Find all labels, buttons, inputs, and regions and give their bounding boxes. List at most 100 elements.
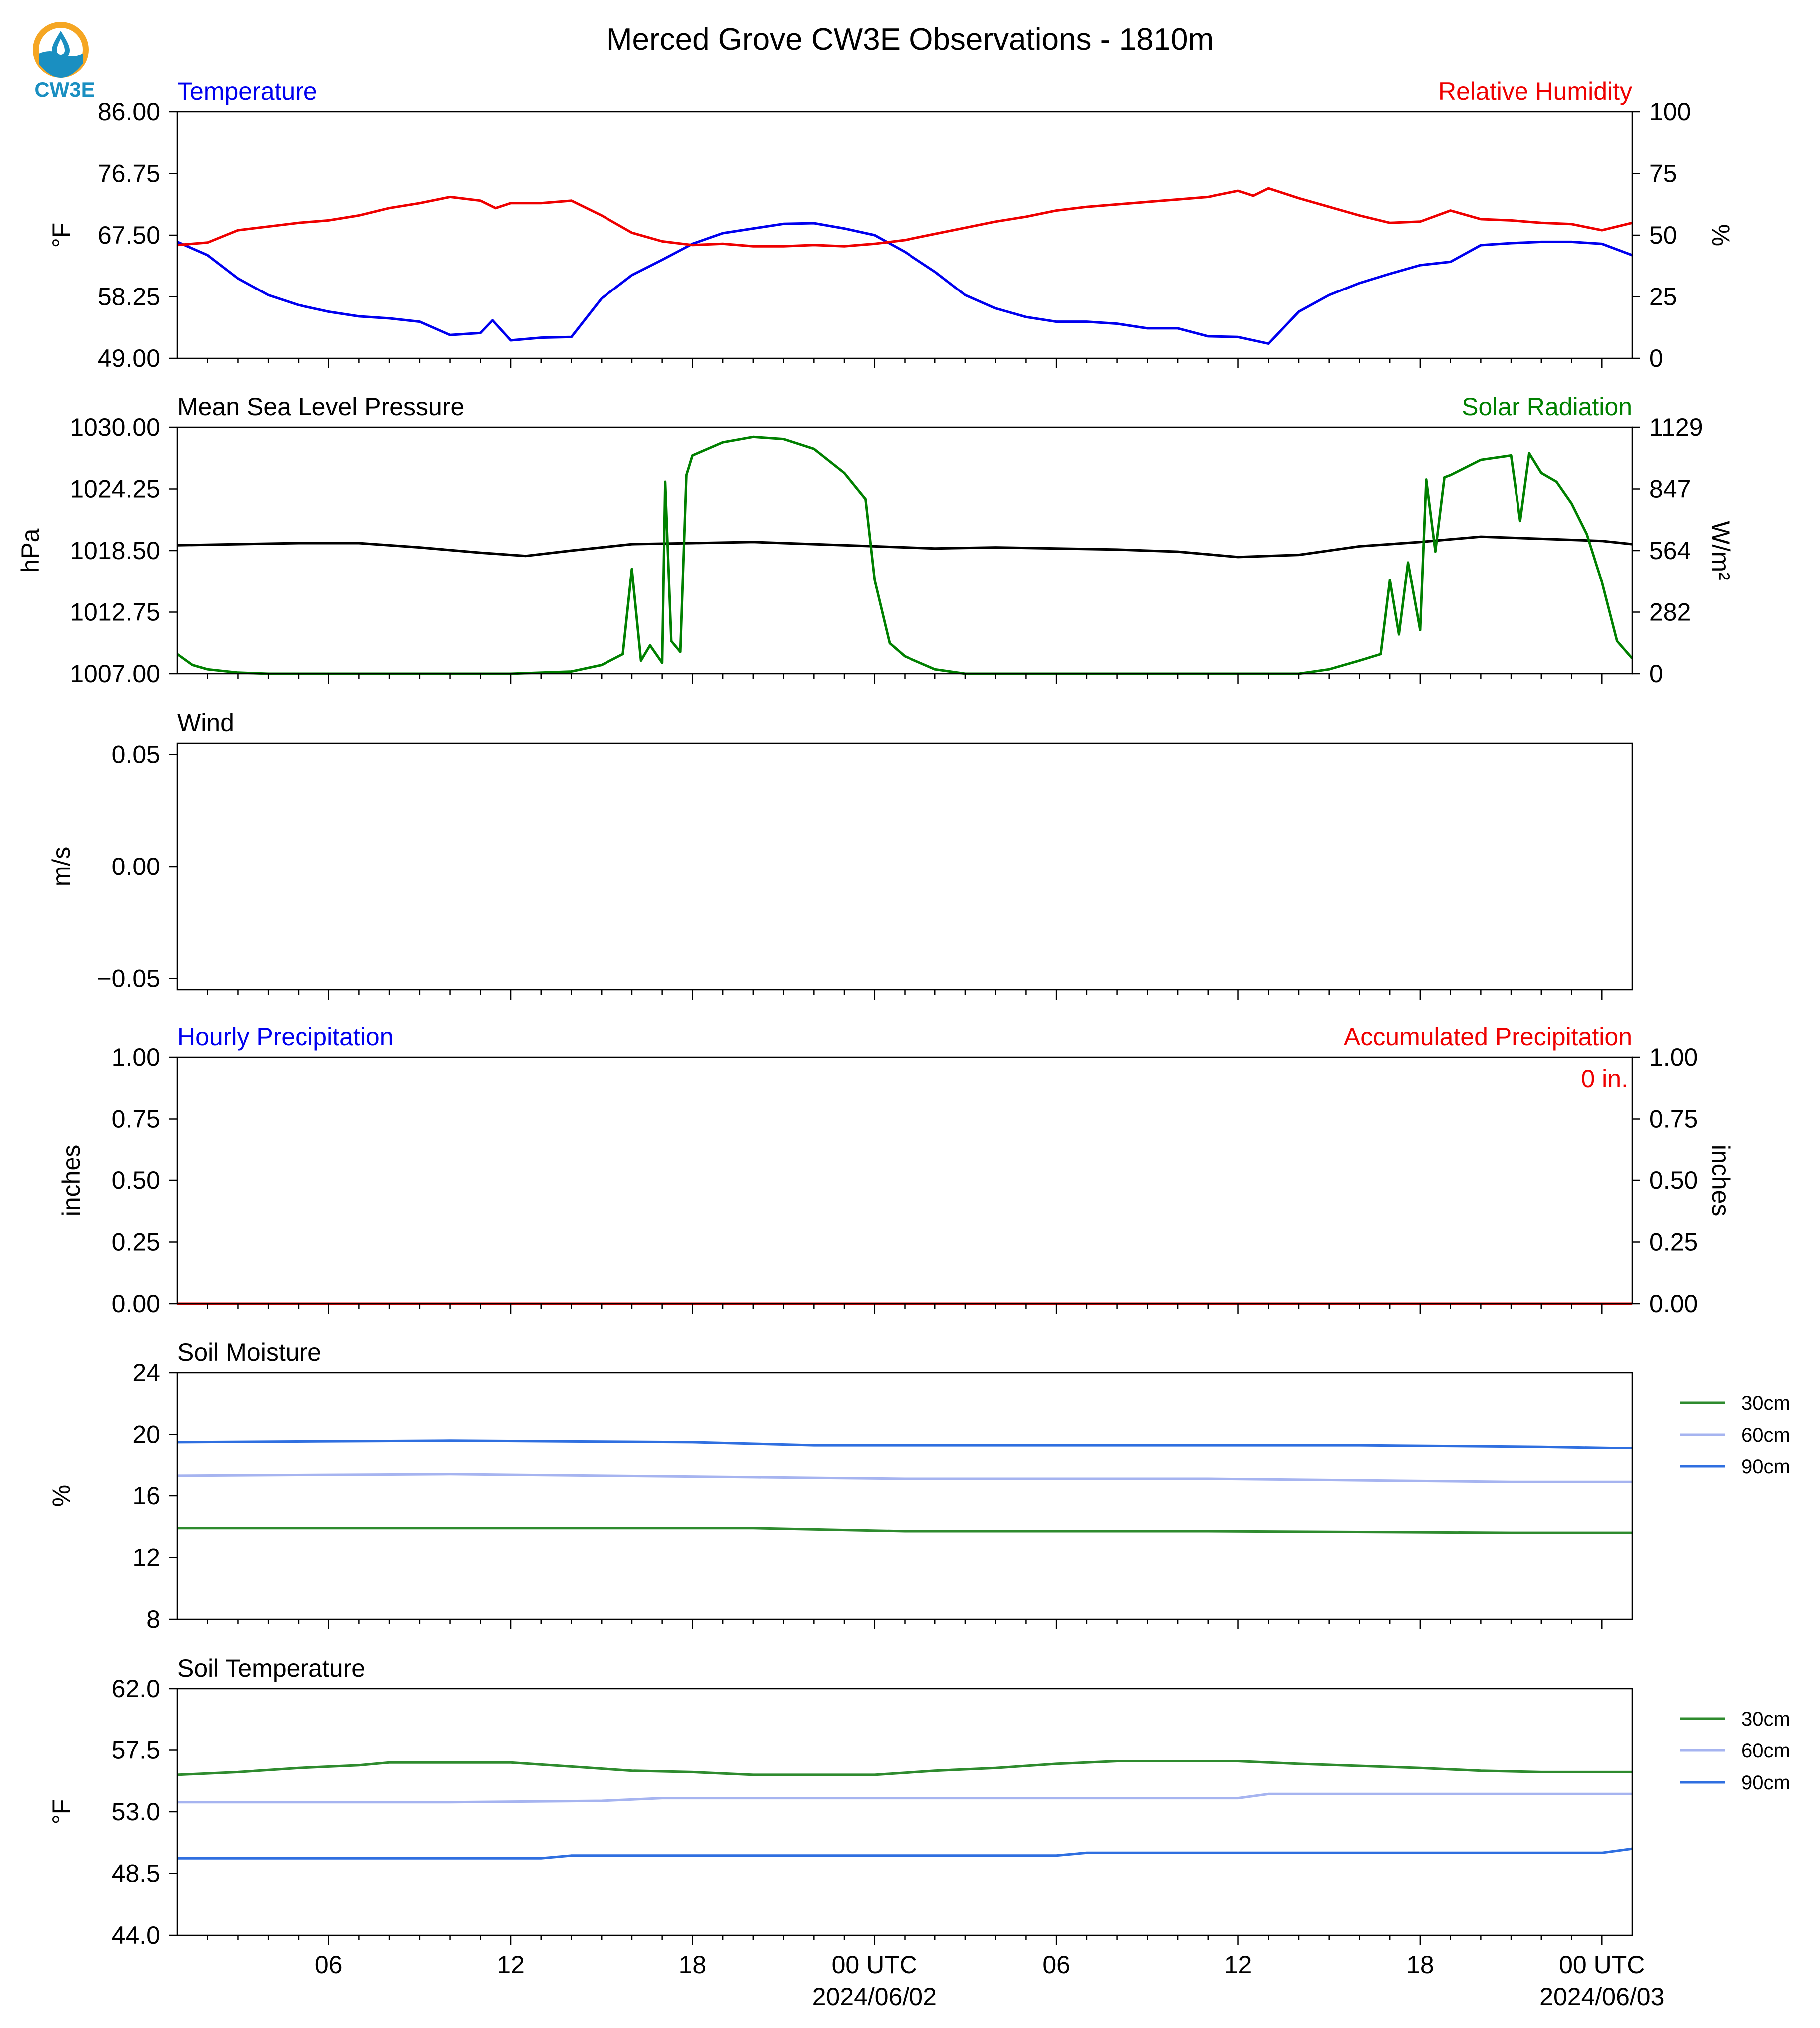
temperature-ytick-label: 86.00	[98, 98, 160, 126]
date-label: 2024/06/03	[1539, 1983, 1664, 2011]
temperature-right-title: Relative Humidity	[1438, 77, 1632, 105]
xtick-label: 00 UTC	[832, 1951, 917, 1979]
xtick-label: 06	[315, 1951, 343, 1979]
soil-temperature-series-line-30cm	[177, 1760, 1632, 1776]
pressure-ytick-label: 1012.75	[70, 598, 160, 626]
pressure-ytick-label: 1007.00	[70, 660, 160, 688]
precipitation-left-title: Hourly Precipitation	[177, 1023, 394, 1051]
soil-moisture-legend-label: 60cm	[1741, 1424, 1790, 1446]
soil-temperature-legend-label: 90cm	[1741, 1772, 1790, 1794]
xtick-label: 00 UTC	[1559, 1951, 1645, 1979]
xtick-label: 18	[679, 1951, 707, 1979]
soil-moisture-ytick-label: 16	[132, 1482, 160, 1510]
soil-temperature-ytick-label: 44.0	[112, 1921, 160, 1949]
temperature-ytick-right-label: 75	[1649, 160, 1677, 188]
soil-moisture-left-title: Soil Moisture	[177, 1338, 321, 1366]
pressure-ytick-right-label: 282	[1649, 598, 1691, 626]
soil-moisture-series-line-90cm	[177, 1439, 1633, 1449]
precipitation-ytick-right-label: 0.25	[1649, 1228, 1698, 1256]
pressure-ytick-right-label: 1129	[1649, 413, 1703, 441]
panel-precipitation: 1.00 0.75 0.50 0.25 0.00 1.00 0.75 0.50 0.25 0.00…	[57, 1023, 1735, 1318]
panel-soil-moisture: 24 20 16 12 8 Soil Moisture% 30cm 60cm 90cm	[47, 1338, 1790, 1633]
pressure-ytick-right-label: 564	[1649, 537, 1691, 565]
soil-moisture-plot-frame	[176, 1372, 1633, 1620]
temperature-ytick-right-label: 25	[1649, 283, 1677, 311]
panel-wind: 0.05 0.00 −0.05 Wind m/s	[47, 709, 1633, 1000]
soil-temperature-ylabel: °F	[47, 1799, 75, 1825]
soil-temperature-plot-frame	[176, 1688, 1633, 1936]
pressure-ytick-label: 1030.00	[70, 413, 160, 441]
pressure-ylabel-right: W/m²	[1707, 521, 1735, 580]
precipitation-ylabel: inches	[57, 1145, 85, 1217]
temperature-ytick-label: 49.00	[98, 344, 160, 372]
cw3e-logo: CW3E	[30, 19, 100, 104]
temperature-ytick-right-label: 0	[1649, 344, 1663, 372]
soil-moisture-ylabel: %	[47, 1485, 75, 1507]
temperature-ytick-right-label: 50	[1649, 221, 1677, 249]
wind-plot-frame	[176, 742, 1633, 991]
soil-temperature-ytick-label: 62.0	[112, 1675, 160, 1703]
precipitation-ylabel-right: inches	[1707, 1145, 1735, 1217]
pressure-series-line-right	[176, 435, 1633, 675]
soil-temperature-ytick-label: 57.5	[112, 1737, 160, 1764]
temperature-ytick-right-label: 100	[1649, 98, 1691, 126]
pressure-ytick-right-label: 847	[1649, 475, 1691, 503]
pressure-series-line-left	[177, 535, 1633, 559]
pressure-ytick-label: 1018.50	[70, 537, 160, 565]
precipitation-right-title: Accumulated Precipitation	[1344, 1023, 1632, 1051]
pressure-ytick-label: 1024.25	[70, 475, 160, 503]
temperature-ytick-label: 76.75	[98, 160, 160, 188]
temperature-series-line-left	[176, 222, 1633, 345]
soil-temperature-legend-label: 30cm	[1741, 1708, 1790, 1730]
xtick-label: 12	[1224, 1951, 1252, 1979]
wind-ytick-label: −0.05	[97, 965, 160, 993]
soil-moisture-legend-label: 30cm	[1741, 1392, 1790, 1414]
figure-title: Merced Grove CW3E Observations - 1810m	[607, 22, 1213, 57]
panel-pressure: 1030.00 1024.25 1018.50 1012.75 1007.00 1129 8…	[16, 393, 1735, 688]
soil-moisture-legend-label: 90cm	[1741, 1456, 1790, 1478]
precipitation-ytick-label: 0.75	[112, 1105, 160, 1133]
temperature-ytick-label: 67.50	[98, 221, 160, 249]
soil-temperature-ytick-label: 53.0	[112, 1798, 160, 1826]
date-label: 2024/06/02	[812, 1983, 937, 2011]
temperature-left-title: Temperature	[177, 77, 317, 105]
soil-moisture-ytick-label: 24	[132, 1359, 160, 1387]
logo-text: CW3E	[34, 78, 95, 101]
temperature-ytick-label: 58.25	[98, 283, 160, 311]
temperature-ylabel: °F	[47, 223, 75, 248]
wind-ytick-label: 0.00	[112, 853, 160, 880]
soil-temperature-legend-label: 60cm	[1741, 1740, 1790, 1762]
soil-temperature-series-line-60cm	[177, 1792, 1632, 1804]
panel-temperature: 86.00 76.75 67.50 58.25 49.00 100 75 50 25 0 Tempe…	[47, 77, 1735, 372]
pressure-ytick-right-label: 0	[1649, 660, 1663, 688]
pressure-right-title: Solar Radiation	[1462, 393, 1632, 421]
pressure-ylabel: hPa	[16, 528, 44, 573]
temperature-plot-frame	[176, 111, 1633, 359]
temperature-series-line-right	[177, 187, 1633, 248]
precipitation-ytick-label: 0.50	[112, 1166, 160, 1194]
precipitation-ytick-label: 0.25	[112, 1228, 160, 1256]
panels: 86.00 76.75 67.50 58.25 49.00 100 75 50 25 0 Tempe…	[16, 77, 1790, 2011]
soil-moisture-ytick-label: 20	[132, 1421, 160, 1449]
wind-ylabel: m/s	[47, 847, 75, 887]
precipitation-plot-frame	[176, 1056, 1633, 1305]
precipitation-ytick-right-label: 0.75	[1649, 1105, 1698, 1133]
precipitation-annotation: 0 in.	[1581, 1065, 1628, 1093]
soil-moisture-series-line-30cm	[177, 1527, 1632, 1534]
soil-moisture-ytick-label: 12	[132, 1544, 160, 1572]
precipitation-ytick-right-label: 0.00	[1649, 1290, 1698, 1318]
cw3e-water-drop-logo-icon	[33, 22, 89, 78]
soil-moisture-ytick-label: 8	[146, 1605, 160, 1633]
soil-temperature-ytick-label: 48.5	[112, 1860, 160, 1888]
precipitation-ytick-label: 0.00	[112, 1290, 160, 1318]
temperature-ylabel-right: %	[1707, 224, 1735, 246]
panel-soil-temperature: 62.0 57.5 53.0 48.5 44.0 Soil Temperature °F 30…	[47, 1654, 1790, 1949]
precipitation-ytick-right-label: 0.50	[1649, 1166, 1698, 1194]
pressure-left-title: Mean Sea Level Pressure	[177, 393, 464, 421]
wind-left-title: Wind	[177, 709, 234, 737]
wind-ytick-label: 0.05	[112, 740, 160, 768]
soil-temperature-series-line-90cm	[177, 1847, 1633, 1860]
xtick-label: 06	[1042, 1951, 1070, 1979]
pressure-plot-frame	[176, 426, 1633, 675]
